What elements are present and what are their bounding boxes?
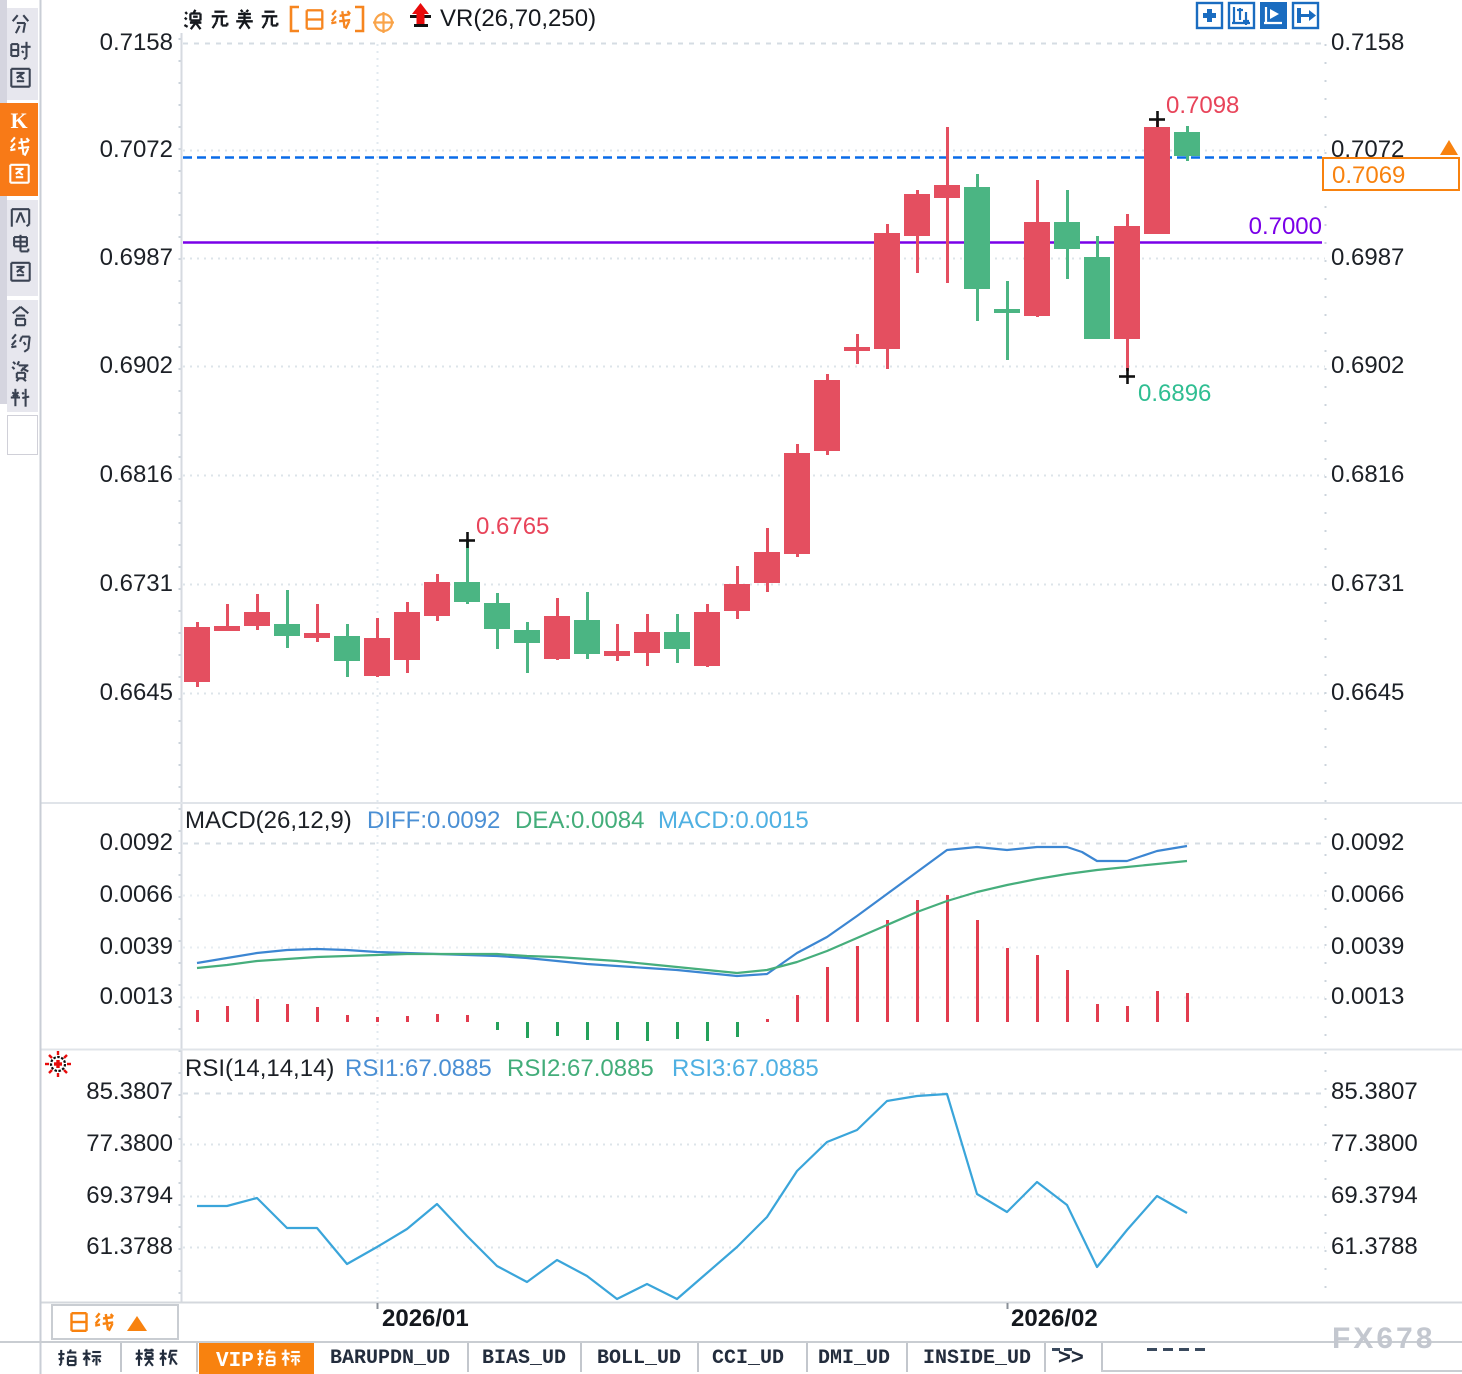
svg-text:K: K (10, 108, 27, 133)
svg-text:VIP: VIP (216, 1350, 254, 1373)
